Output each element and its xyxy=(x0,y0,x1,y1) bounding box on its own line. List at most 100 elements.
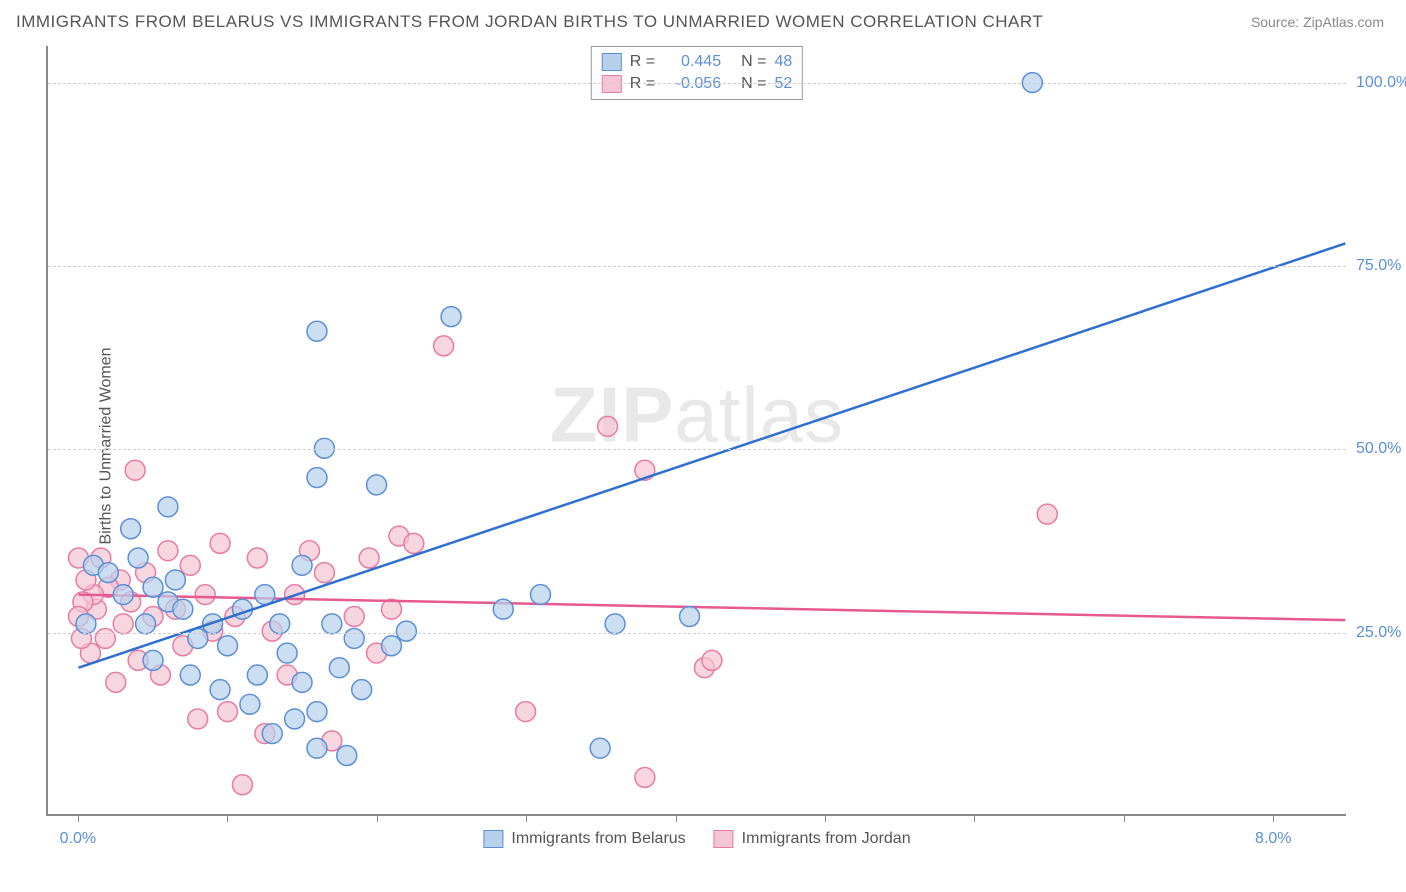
scatter-point xyxy=(307,468,327,488)
gridline xyxy=(48,449,1346,450)
legend-series: Immigrants from Belarus Immigrants from J… xyxy=(483,830,910,848)
scatter-point xyxy=(441,307,461,327)
scatter-point xyxy=(262,724,282,744)
legend-series-item: Immigrants from Jordan xyxy=(714,830,911,848)
scatter-point xyxy=(218,702,238,722)
scatter-point xyxy=(635,767,655,787)
legend-r-value: -0.056 xyxy=(663,75,721,93)
legend-swatch xyxy=(602,53,622,71)
scatter-point xyxy=(128,548,148,568)
scatter-point xyxy=(125,460,145,480)
legend-swatch xyxy=(483,830,503,848)
scatter-point xyxy=(218,636,238,656)
scatter-point xyxy=(188,709,208,729)
scatter-point xyxy=(367,475,387,495)
legend-n-label: N = xyxy=(741,75,766,93)
legend-series-label: Immigrants from Belarus xyxy=(511,830,685,848)
scatter-point xyxy=(381,636,401,656)
scatter-point xyxy=(314,563,334,583)
y-tick-label: 75.0% xyxy=(1356,257,1406,275)
scatter-point xyxy=(702,650,722,670)
scatter-point xyxy=(106,672,126,692)
legend-n-value: 48 xyxy=(774,53,792,71)
scatter-point xyxy=(352,680,372,700)
scatter-point xyxy=(143,650,163,670)
y-tick-label: 100.0% xyxy=(1356,74,1406,92)
scatter-point xyxy=(165,570,185,590)
scatter-point xyxy=(590,738,610,758)
legend-r-label: R = xyxy=(630,75,655,93)
legend-r-label: R = xyxy=(630,53,655,71)
scatter-point xyxy=(434,336,454,356)
scatter-point xyxy=(292,555,312,575)
scatter-point xyxy=(322,614,342,634)
scatter-point xyxy=(247,548,267,568)
scatter-point xyxy=(314,438,334,458)
scatter-point xyxy=(113,614,133,634)
scatter-point xyxy=(531,585,551,605)
scatter-point xyxy=(158,541,178,561)
scatter-point xyxy=(1037,504,1057,524)
scatter-svg xyxy=(48,46,1346,814)
scatter-point xyxy=(396,621,416,641)
scatter-point xyxy=(344,628,364,648)
scatter-point xyxy=(76,614,96,634)
scatter-point xyxy=(598,416,618,436)
scatter-point xyxy=(329,658,349,678)
scatter-point xyxy=(292,672,312,692)
scatter-point xyxy=(121,519,141,539)
x-tick xyxy=(974,814,975,822)
legend-n-label: N = xyxy=(741,53,766,71)
scatter-point xyxy=(277,643,297,663)
scatter-point xyxy=(232,775,252,795)
scatter-point xyxy=(680,607,700,627)
scatter-point xyxy=(285,709,305,729)
scatter-point xyxy=(337,746,357,766)
scatter-point xyxy=(95,628,115,648)
scatter-point xyxy=(195,585,215,605)
scatter-point xyxy=(605,614,625,634)
scatter-point xyxy=(307,702,327,722)
scatter-point xyxy=(210,533,230,553)
scatter-point xyxy=(180,665,200,685)
gridline xyxy=(48,633,1346,634)
scatter-point xyxy=(307,321,327,341)
scatter-point xyxy=(136,614,156,634)
scatter-point xyxy=(247,665,267,685)
x-tick xyxy=(1273,814,1274,822)
scatter-point xyxy=(516,702,536,722)
scatter-point xyxy=(493,599,513,619)
trend-line xyxy=(78,243,1345,667)
y-tick-label: 50.0% xyxy=(1356,440,1406,458)
scatter-point xyxy=(344,607,364,627)
scatter-point xyxy=(404,533,424,553)
legend-swatch xyxy=(714,830,734,848)
x-tick xyxy=(825,814,826,822)
gridline xyxy=(48,266,1346,267)
scatter-point xyxy=(255,585,275,605)
scatter-point xyxy=(180,555,200,575)
chart-plot-area: ZIPatlas R =0.445N =48R =-0.056N =52 Imm… xyxy=(46,46,1346,816)
x-tick xyxy=(1124,814,1125,822)
x-min-label: 0.0% xyxy=(60,830,96,848)
scatter-point xyxy=(270,614,290,634)
scatter-point xyxy=(158,497,178,517)
scatter-point xyxy=(210,680,230,700)
legend-n-value: 52 xyxy=(774,75,792,93)
legend-swatch xyxy=(602,75,622,93)
x-tick xyxy=(227,814,228,822)
scatter-point xyxy=(307,738,327,758)
y-tick-label: 25.0% xyxy=(1356,624,1406,642)
legend-correlation-row: R =0.445N =48 xyxy=(602,51,792,73)
scatter-point xyxy=(113,585,133,605)
x-tick xyxy=(78,814,79,822)
scatter-point xyxy=(143,577,163,597)
x-tick xyxy=(377,814,378,822)
legend-correlation: R =0.445N =48R =-0.056N =52 xyxy=(591,46,803,100)
scatter-point xyxy=(240,694,260,714)
legend-correlation-row: R = -0.056 N = 52 xyxy=(602,73,792,95)
scatter-point xyxy=(188,628,208,648)
scatter-point xyxy=(173,599,193,619)
x-tick xyxy=(526,814,527,822)
source-label: Source: ZipAtlas.com xyxy=(1251,14,1384,30)
